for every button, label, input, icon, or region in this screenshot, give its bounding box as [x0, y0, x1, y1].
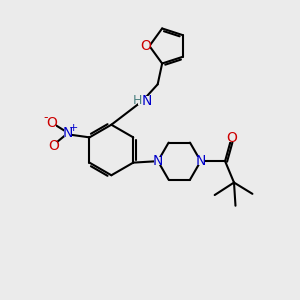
Bar — [64, 129, 72, 137]
Bar — [49, 142, 57, 150]
Text: O: O — [140, 39, 151, 53]
Text: H: H — [133, 94, 142, 107]
Text: +: + — [69, 123, 78, 133]
Text: N: N — [196, 154, 206, 168]
Bar — [154, 157, 162, 165]
Bar — [142, 42, 150, 50]
Text: N: N — [63, 126, 73, 140]
Text: N: N — [141, 94, 152, 108]
Bar — [48, 119, 56, 127]
Bar — [196, 157, 205, 165]
Bar — [228, 134, 236, 142]
Text: -: - — [43, 111, 47, 124]
Text: O: O — [48, 139, 59, 153]
Text: O: O — [226, 131, 237, 145]
Text: O: O — [46, 116, 57, 130]
Text: N: N — [153, 154, 163, 168]
Bar — [138, 96, 151, 105]
